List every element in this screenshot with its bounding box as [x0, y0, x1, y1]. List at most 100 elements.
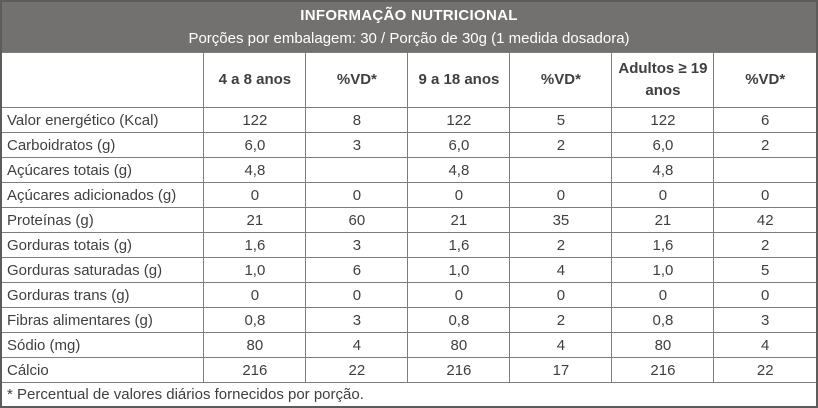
nutrient-label: Açúcares adicionados (g) [2, 182, 205, 208]
nutrient-value: 2 [509, 307, 613, 333]
nutrient-value: 122 [407, 107, 511, 133]
nutrient-value: 2 [509, 132, 613, 158]
nutrient-label: Proteínas (g) [2, 207, 205, 233]
nutrient-value: 3 [305, 307, 409, 333]
nutrient-value: 4,8 [407, 157, 511, 183]
nutrient-label: Valor energético (Kcal) [2, 107, 205, 133]
nutrient-value: 0,8 [407, 307, 511, 333]
nutrient-label: Açúcares totais (g) [2, 157, 205, 183]
table-title: INFORMAÇÃO NUTRICIONAL [300, 6, 518, 24]
table-row: Gorduras trans (g) 0 0 0 0 0 0 [2, 282, 816, 308]
nutrient-value: 6 [713, 107, 816, 133]
table-row: Gorduras totais (g) 1,6 3 1,6 2 1,6 2 [2, 232, 816, 258]
table-row: Sódio (mg) 80 4 80 4 80 4 [2, 332, 816, 358]
nutrient-value: 4 [509, 332, 613, 358]
nutrient-value: 21 [611, 207, 715, 233]
nutrient-value: 42 [713, 207, 816, 233]
column-header: 9 a 18 anos [407, 52, 511, 108]
nutrient-value: 80 [407, 332, 511, 358]
nutrient-value: 4,8 [611, 157, 715, 183]
nutrient-value: 0 [203, 182, 307, 208]
nutrient-label: Gorduras saturadas (g) [2, 257, 205, 283]
column-header: %VD* [305, 52, 409, 108]
nutrient-value: 1,0 [203, 257, 307, 283]
column-header: 4 a 8 anos [203, 52, 307, 108]
nutrient-value: 0 [713, 282, 816, 308]
footnote-row: * Percentual de valores diários fornecid… [2, 382, 816, 406]
nutrient-value: 80 [611, 332, 715, 358]
column-header: %VD* [509, 52, 613, 108]
table-row: Fibras alimentares (g) 0,8 3 0,8 2 0,8 3 [2, 307, 816, 333]
nutrient-value: 6,0 [407, 132, 511, 158]
nutrient-value: 216 [203, 357, 307, 383]
nutrient-value: 21 [203, 207, 307, 233]
nutrient-value: 2 [713, 232, 816, 258]
serving-info: Porções por embalagem: 30 / Porção de 30… [188, 30, 630, 47]
nutrient-value: 6,0 [611, 132, 715, 158]
nutrient-value: 0 [509, 182, 613, 208]
nutrient-value: 6 [305, 257, 409, 283]
nutrient-value: 0 [611, 182, 715, 208]
column-header: %VD* [713, 52, 816, 108]
nutrient-value: 3 [305, 232, 409, 258]
nutrient-value: 5 [713, 257, 816, 283]
nutrient-value: 1,6 [611, 232, 715, 258]
table-row: Gorduras saturadas (g) 1,0 6 1,0 4 1,0 5 [2, 257, 816, 283]
nutrient-label: Cálcio [2, 357, 205, 383]
nutrient-value: 4 [305, 332, 409, 358]
nutrient-value: 17 [509, 357, 613, 383]
nutrient-value: 0 [713, 182, 816, 208]
nutrient-value: 4 [509, 257, 613, 283]
nutrient-value: 122 [203, 107, 307, 133]
table-header-band: INFORMAÇÃO NUTRICIONAL Porções por embal… [2, 2, 816, 52]
nutrient-value: 35 [509, 207, 613, 233]
nutrient-value: 4,8 [203, 157, 307, 183]
nutrient-value: 1,0 [611, 257, 715, 283]
nutrient-value [305, 157, 409, 183]
nutrient-value: 6,0 [203, 132, 307, 158]
nutrient-value: 0,8 [611, 307, 715, 333]
nutrient-value: 3 [713, 307, 816, 333]
table-row: Carboidratos (g) 6,0 3 6,0 2 6,0 2 [2, 132, 816, 158]
nutrient-value: 8 [305, 107, 409, 133]
nutrition-table: 4 a 8 anos %VD* 9 a 18 anos %VD* Adultos ≥ 1… [2, 52, 816, 406]
nutrient-value: 0 [305, 182, 409, 208]
table-row: Açúcares adicionados (g) 0 0 0 0 0 0 [2, 182, 816, 208]
nutrient-value: 1,0 [407, 257, 511, 283]
nutrient-value: 22 [305, 357, 409, 383]
table-row: Cálcio 216 22 216 17 216 22 [2, 357, 816, 383]
nutrient-value: 60 [305, 207, 409, 233]
nutrient-label: Sódio (mg) [2, 332, 205, 358]
nutrient-value [509, 157, 613, 183]
nutrient-value: 0 [203, 282, 307, 308]
nutrient-label: Carboidratos (g) [2, 132, 205, 158]
nutrient-value [713, 157, 816, 183]
nutrient-value: 216 [407, 357, 511, 383]
nutrient-value: 0 [509, 282, 613, 308]
nutrient-value: 2 [509, 232, 613, 258]
nutrient-value: 22 [713, 357, 816, 383]
nutrient-value: 0 [407, 182, 511, 208]
nutrient-value: 0 [611, 282, 715, 308]
nutrient-value: 21 [407, 207, 511, 233]
nutrient-value: 216 [611, 357, 715, 383]
nutrient-value: 3 [305, 132, 409, 158]
nutrient-value: 80 [203, 332, 307, 358]
corner-cell [2, 52, 205, 108]
table-row: Valor energético (Kcal) 122 8 122 5 122 6 [2, 107, 816, 133]
column-header-row: 4 a 8 anos %VD* 9 a 18 anos %VD* Adultos ≥ 1… [2, 52, 816, 108]
nutrient-value: 5 [509, 107, 613, 133]
nutrient-value: 0 [305, 282, 409, 308]
column-header: Adultos ≥ 19 anos [611, 52, 715, 108]
nutrient-value: 1,6 [203, 232, 307, 258]
nutrient-value: 2 [713, 132, 816, 158]
nutrient-value: 4 [713, 332, 816, 358]
footnote-text: * Percentual de valores diários fornecid… [2, 382, 816, 406]
nutrient-label: Fibras alimentares (g) [2, 307, 205, 333]
nutrient-label: Gorduras totais (g) [2, 232, 205, 258]
nutrient-value: 0,8 [203, 307, 307, 333]
nutrient-value: 122 [611, 107, 715, 133]
nutrient-label: Gorduras trans (g) [2, 282, 205, 308]
table-row: Proteínas (g) 21 60 21 35 21 42 [2, 207, 816, 233]
